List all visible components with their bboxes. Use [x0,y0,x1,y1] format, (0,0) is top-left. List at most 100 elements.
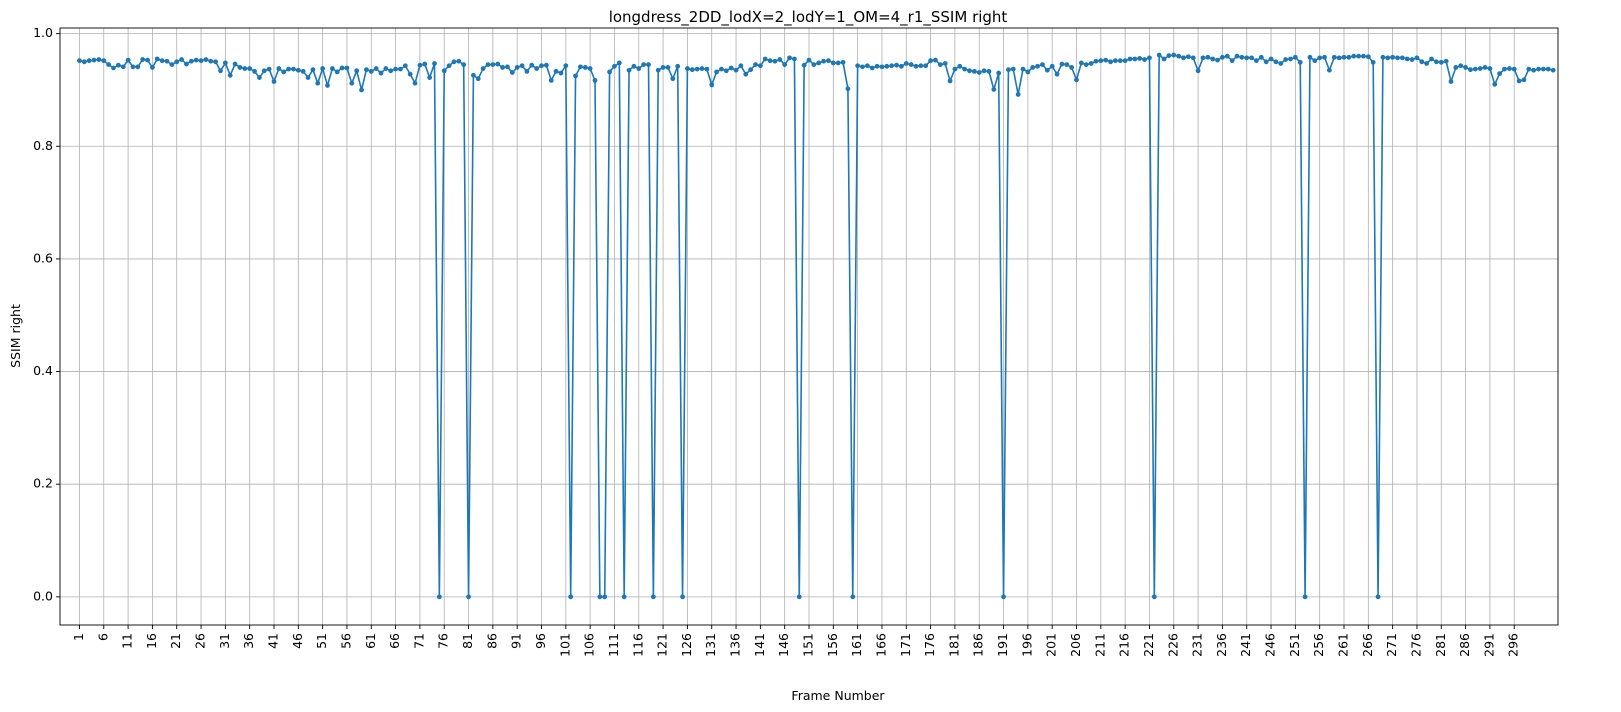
data-point [616,60,622,66]
data-point [592,77,598,83]
data-point [1288,56,1293,62]
x-tick-label: 231 [1190,633,1205,657]
data-point [757,63,763,69]
data-point [1341,54,1347,60]
data-point [1244,55,1250,61]
data-point [1419,59,1425,65]
data-point [86,58,92,64]
data-point [714,69,719,75]
data-point [184,61,189,67]
data-point [1550,67,1556,73]
data-point [203,57,209,62]
data-point [402,63,408,69]
data-point [261,68,267,74]
x-tick-label: 36 [241,633,256,649]
data-point [1108,59,1113,65]
y-tick-label: 0.0 [33,588,53,603]
data-point [709,82,715,88]
data-point [1103,57,1109,63]
data-point [373,66,379,71]
data-point [1229,58,1235,64]
x-tick-label: 266 [1360,633,1375,657]
data-point [115,62,121,68]
data-point [451,59,457,65]
data-point [1297,59,1303,65]
data-point [164,58,170,64]
data-point [349,80,355,86]
data-point [188,58,194,64]
data-point [694,66,700,72]
x-tick-label: 86 [484,633,499,649]
data-point [1263,59,1269,65]
data-point [952,66,958,72]
x-tick-label: 26 [193,633,208,649]
data-point [855,63,861,69]
data-point [1156,52,1162,58]
x-tick-label: 201 [1044,633,1059,657]
data-point [271,79,277,84]
data-point [1526,66,1532,72]
data-point [986,68,992,74]
x-tick-label: 16 [144,633,159,649]
data-point [655,67,661,73]
x-tick-label: 31 [217,633,232,649]
data-point [1385,55,1391,61]
x-tick-label: 76 [436,633,451,649]
x-tick-label: 296 [1506,633,1521,657]
data-point [908,62,914,68]
data-point [1331,54,1337,60]
data-point [631,63,637,69]
data-point [179,57,184,62]
x-tick-label: 71 [411,633,426,649]
data-point [1361,53,1366,59]
data-point [393,66,398,72]
data-point [509,70,515,75]
data-point [1521,77,1527,83]
data-point [543,62,549,68]
data-point [159,58,165,64]
data-point [101,58,107,64]
data-point [1064,62,1070,68]
data-point [665,65,671,70]
data-point [840,59,846,65]
data-point [1088,61,1094,66]
data-point [388,68,394,74]
data-point [257,75,262,80]
data-point [874,63,880,69]
data-point [485,62,491,68]
data-point [1516,78,1522,84]
data-point [1292,54,1298,60]
series-ssim-right [77,52,1556,600]
data-point [1365,54,1371,60]
data-point [1220,54,1225,60]
data-point [762,56,768,62]
data-point [894,62,899,68]
data-point [310,67,316,73]
data-point [344,65,350,71]
data-point [1142,57,1147,62]
y-axis-label: SSIM right [8,304,23,368]
x-tick-label: 276 [1408,633,1423,657]
x-tick-label: 256 [1311,633,1326,657]
data-point [1531,67,1537,73]
data-point [864,63,870,69]
data-point [680,594,685,600]
data-point [860,64,865,70]
x-tick-label: 126 [679,633,694,657]
data-point [490,62,496,68]
data-point [845,86,851,92]
data-point [899,63,904,69]
data-point [1327,67,1332,73]
data-point [325,83,330,88]
data-point [1059,61,1065,67]
data-point [1015,92,1021,97]
data-point [281,69,287,75]
data-point [889,63,895,69]
data-point [996,70,1002,76]
data-point [719,66,724,72]
data-point [286,66,291,72]
data-point [582,65,588,70]
data-point [942,61,948,66]
data-point [806,57,812,63]
x-tick-label: 221 [1141,633,1156,657]
